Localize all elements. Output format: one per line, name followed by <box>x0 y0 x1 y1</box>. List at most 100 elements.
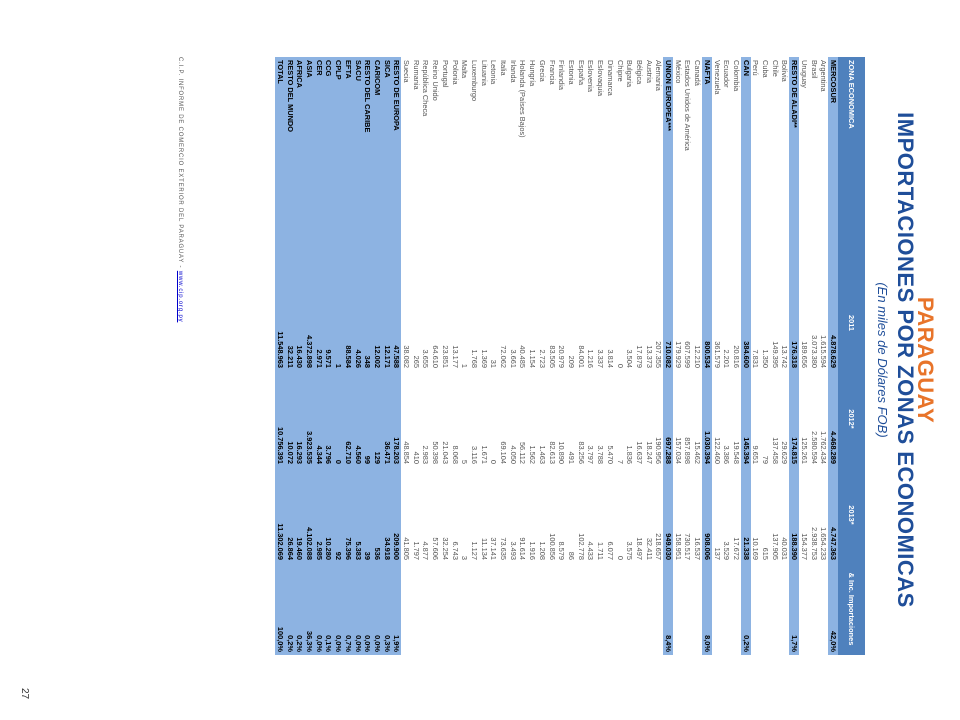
value-cell-2012: 7 <box>614 371 625 467</box>
table-row: Irlanda 3.661 4.050 3.493 <box>508 57 518 655</box>
zone-name-cell: EFTA <box>343 57 353 275</box>
share-cell: 36,3% <box>304 563 315 655</box>
zone-name-cell: Reino Unido <box>430 57 441 275</box>
value-cell-2011: 13.373 <box>643 275 654 371</box>
value-cell-2013: 3.575 <box>624 467 635 563</box>
table-row: Bélgica 17.879 16.637 18.497 <box>634 57 644 655</box>
value-cell-2011: 265 <box>411 275 421 371</box>
footer-note: C.I.P. INFORME DE COMERCIO EXTERIOR DEL … <box>177 57 183 322</box>
value-cell-2011: 12.171 <box>381 275 392 371</box>
share-cell <box>498 563 509 655</box>
table-row: RESTO DEL MUNDO 32.211 10.072 26.864 0,2% <box>284 57 295 655</box>
share-cell: 0,2% <box>284 563 295 655</box>
value-cell-2013: 34.918 <box>381 467 392 563</box>
value-cell-2013: 1.654.233 <box>818 467 829 563</box>
value-cell-2011: 16.430 <box>294 275 305 371</box>
value-cell-2011: 38.082 <box>401 275 412 371</box>
table-row: MERCOSUR 4.878.629 4.468.289 4.747.363 42,0% <box>828 57 838 655</box>
share-cell: 0,0% <box>333 563 344 655</box>
table-row: Suecia 38.082 48.854 41.805 <box>401 57 412 655</box>
footer-link[interactable]: www.cip.org.py <box>177 270 183 323</box>
table-row: Venezuela 361.579 122.460 137 <box>711 57 722 655</box>
table-row: EFTA 88.584 62.710 75.396 0,7% <box>343 57 353 655</box>
zone-name-cell: CPLP <box>333 57 344 275</box>
value-cell-2012: 4.050 <box>508 371 518 467</box>
value-cell-2013: 92 <box>333 467 344 563</box>
table-row: Eslovaquia 3.337 3.788 1.711 <box>595 57 606 655</box>
value-cell-2011: 72.062 <box>498 275 509 371</box>
value-cell-2013: 536 <box>372 467 382 563</box>
value-cell-2011: 1.369 <box>478 275 489 371</box>
units-note: (En miles de Dólares FOB) <box>875 282 890 438</box>
zone-name-cell: Lituania <box>478 57 489 275</box>
value-cell-2012: 4.344 <box>314 371 324 467</box>
zone-name-cell: Austria <box>643 57 654 275</box>
value-cell-2013: 137.905 <box>770 467 780 563</box>
value-cell-2013: 137 <box>711 467 722 563</box>
value-cell-2013: 5.383 <box>352 467 363 563</box>
table-row: Chile 149.395 137.458 137.905 <box>770 57 780 655</box>
share-cell <box>799 563 809 655</box>
value-cell-2012: 99 <box>362 371 373 467</box>
share-cell <box>478 563 489 655</box>
share-cell: 0,0% <box>352 563 363 655</box>
value-cell-2012: 3.796 <box>323 371 334 467</box>
share-cell: 1,9% <box>391 563 402 655</box>
value-cell-2012: 19.548 <box>731 371 741 467</box>
share-cell: 8,0% <box>702 563 712 655</box>
value-cell-2012: 125.261 <box>799 371 809 467</box>
value-cell-2013: 4.102.088 <box>304 467 315 563</box>
table-row: Brasil 3.073.380 2.580.594 2.938.753 <box>808 57 819 655</box>
value-cell-2011: 7.831 <box>750 275 761 371</box>
table-row: RESTO DE EUROPA 47.588 178.203 209.900 1,9% <box>391 57 402 655</box>
zone-name-cell: Colombia <box>731 57 741 275</box>
table-row: CER 2.971 4.344 2.985 0,0% <box>314 57 324 655</box>
value-cell-2012: 4.468.289 <box>828 371 838 467</box>
share-cell <box>605 563 615 655</box>
table-row: Perú 7.831 9.651 10.169 <box>750 57 761 655</box>
value-cell-2012: 1.562 <box>527 371 538 467</box>
value-cell-2013: 41.805 <box>401 467 412 563</box>
value-cell-2012: 410 <box>411 371 421 467</box>
share-cell: 0,3% <box>381 563 392 655</box>
value-cell-2011: 47.588 <box>391 275 402 371</box>
zone-name-cell: Eslovenia <box>585 57 596 275</box>
footer-text: C.I.P. INFORME DE COMERCIO EXTERIOR DEL … <box>177 57 183 271</box>
table-row: Alemania 207.355 190.956 218.657 <box>653 57 664 655</box>
share-cell <box>546 563 557 655</box>
share-cell <box>537 563 547 655</box>
table-row: Malta 1 5 3 <box>459 57 470 655</box>
value-cell-2012: 83.256 <box>576 371 586 467</box>
value-cell-2013: 11.134 <box>478 467 489 563</box>
zone-name-cell: Estonia <box>566 57 577 275</box>
share-cell <box>721 563 732 655</box>
table-row: Austria 13.373 18.247 32.411 <box>643 57 654 655</box>
table-row: CPLP 1 0 92 0,0% <box>333 57 344 655</box>
value-cell-2012: 21.043 <box>440 371 450 467</box>
zone-name-cell: TOTAL <box>275 57 285 275</box>
value-cell-2012: 1.762.434 <box>818 371 829 467</box>
value-cell-2011: 83.505 <box>546 275 557 371</box>
value-cell-2011: 607.599 <box>682 275 693 371</box>
value-cell-2013: 3.493 <box>508 467 518 563</box>
zone-name-cell: Bulgaria <box>624 57 635 275</box>
share-cell: 0,1% <box>323 563 334 655</box>
value-cell-2011: 12.210 <box>692 275 703 371</box>
value-cell-2013: 40.031 <box>779 467 790 563</box>
zone-name-cell: Portugal <box>440 57 450 275</box>
value-cell-2011: 31 <box>488 275 499 371</box>
share-cell <box>440 563 450 655</box>
table-row: Letonia 31 0 37.141 <box>488 57 499 655</box>
table-row: Francia 83.505 82.613 100.856 <box>546 57 557 655</box>
value-cell-2011: 179.929 <box>673 275 683 371</box>
value-cell-2012: 3.386 <box>721 371 732 467</box>
zone-name-cell: RESTO DEL CARIBE <box>362 57 373 275</box>
value-cell-2011: 23.851 <box>440 275 450 371</box>
value-cell-2013: 908.006 <box>702 467 712 563</box>
value-cell-2013: 0 <box>614 467 625 563</box>
value-cell-2013: 39 <box>362 467 373 563</box>
zone-name-cell: Cuba <box>760 57 771 275</box>
zone-name-cell: Holanda (Países Bajos) <box>517 57 528 275</box>
share-cell <box>779 563 790 655</box>
zone-name-cell: CAN <box>740 57 751 275</box>
